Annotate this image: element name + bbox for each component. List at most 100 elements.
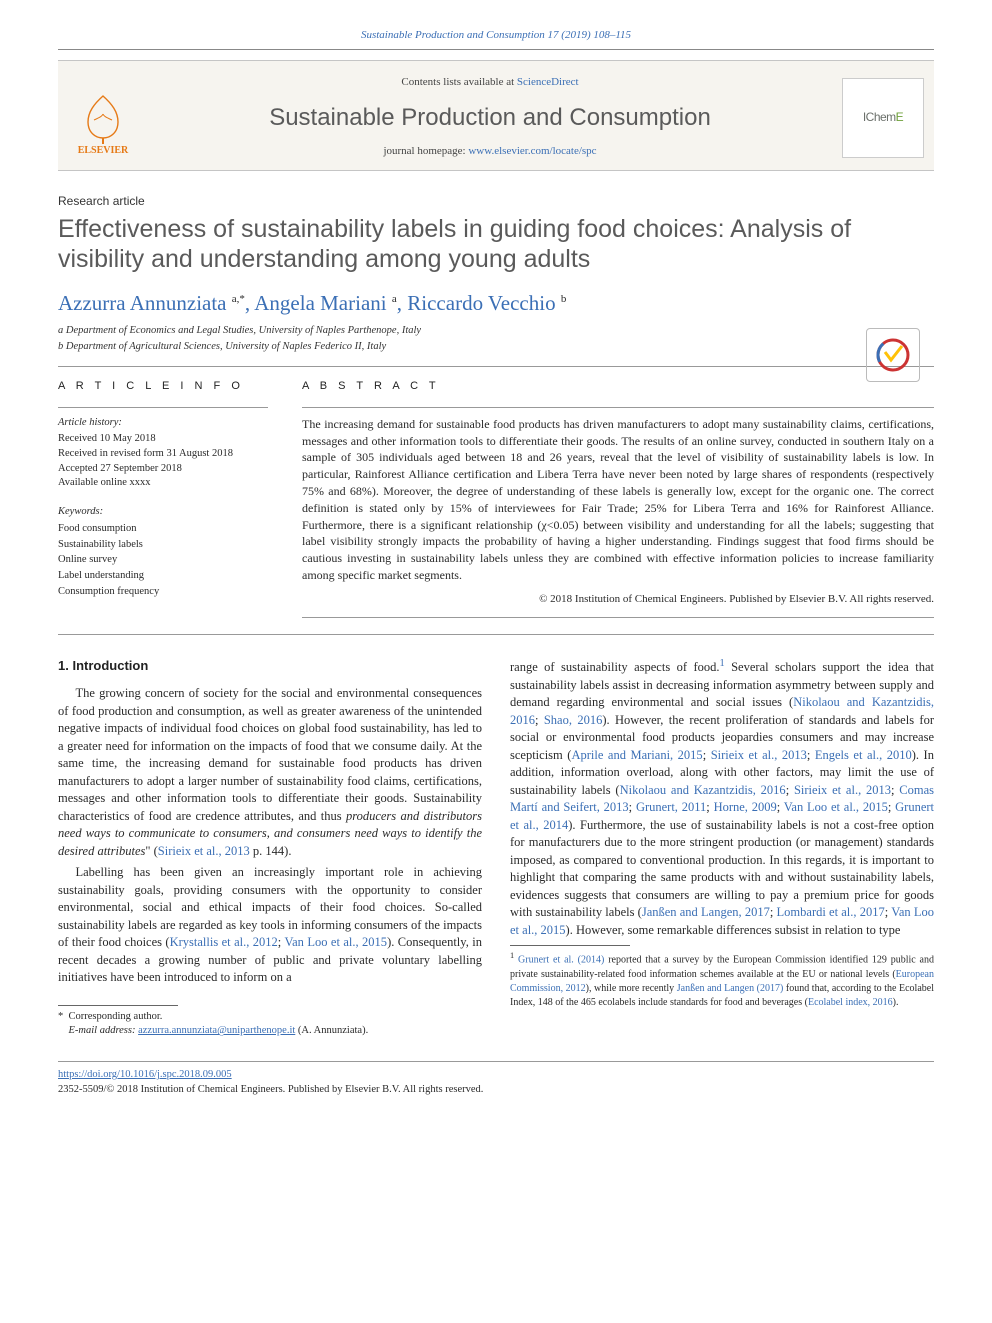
p3s6: ; xyxy=(629,800,636,814)
crossmark-icon xyxy=(876,338,910,372)
article-info-col: A R T I C L E I N F O Article history: R… xyxy=(58,379,268,618)
footnote-1: 1 Grunert et al. (2014) reported that a … xyxy=(510,945,934,1009)
abstract-text: The increasing demand for sustainable fo… xyxy=(302,416,934,584)
fn1-c2[interactable]: Janßen and Langen (2017) xyxy=(677,983,784,994)
p3s7: ; xyxy=(706,800,713,814)
sciencedirect-link[interactable]: ScienceDirect xyxy=(517,76,579,88)
p2-c2[interactable]: Van Loo et al., 2015 xyxy=(284,935,387,949)
p3s8: ; xyxy=(777,800,784,814)
p1-cite[interactable]: Sirieix et al., 2013 xyxy=(158,844,250,858)
homepage-prefix: journal homepage: xyxy=(383,145,468,157)
para-2: Labelling has been given an increasingly… xyxy=(58,864,482,987)
elsevier-label: ELSEVIER xyxy=(78,144,129,158)
affiliations: a Department of Economics and Legal Stud… xyxy=(58,324,934,354)
homepage-line: journal homepage: www.elsevier.com/locat… xyxy=(156,144,824,159)
email-label: E-mail address: xyxy=(69,1025,136,1036)
left-footnote-block: * Corresponding author. E-mail address: … xyxy=(58,1005,482,1039)
icheme-logo: IChemE xyxy=(842,78,924,158)
p3-c4[interactable]: Sirieix et al., 2013 xyxy=(711,748,807,762)
page-root: Sustainable Production and Consumption 1… xyxy=(0,0,992,1138)
issn-line: 2352-5509/© 2018 Institution of Chemical… xyxy=(58,1084,483,1095)
fn1-t5: ). xyxy=(893,997,899,1008)
running-header: Sustainable Production and Consumption 1… xyxy=(58,28,934,43)
kw-2: Online survey xyxy=(58,553,268,568)
corr-email-link[interactable]: azzurra.annunziata@uniparthenope.it xyxy=(138,1025,295,1036)
doi-link[interactable]: https://doi.org/10.1016/j.spc.2018.09.00… xyxy=(58,1069,232,1080)
history-2: Accepted 27 September 2018 xyxy=(58,462,268,477)
icheme-text-1: IChem xyxy=(863,109,896,126)
p2-c1[interactable]: Krystallis et al., 2012 xyxy=(170,935,278,949)
rule-above-body xyxy=(58,634,934,635)
para-3: range of sustainability aspects of food.… xyxy=(510,657,934,939)
crossmark-badge[interactable] xyxy=(866,328,920,382)
fn1-marker: 1 xyxy=(510,951,514,960)
p1-tail: p. 144). xyxy=(250,844,292,858)
journal-name: Sustainable Production and Consumption xyxy=(156,101,824,135)
rule-above-info xyxy=(58,366,934,367)
corr-star: * xyxy=(58,1011,63,1022)
p3-c2[interactable]: Shao, 2016 xyxy=(544,713,603,727)
top-rule xyxy=(58,49,934,50)
article-title: Effectiveness of sustainability labels i… xyxy=(58,214,934,275)
corr-label: Corresponding author. xyxy=(69,1011,163,1022)
p3-c3[interactable]: Aprile and Mariani, 2015 xyxy=(571,748,702,762)
history-block: Article history: Received 10 May 2018 Re… xyxy=(58,416,268,491)
corresponding-rule xyxy=(58,1005,178,1006)
p3-c5[interactable]: Engels et al., 2010 xyxy=(815,748,912,762)
authors: Azzurra Annunziata a,*, Angela Mariani a… xyxy=(58,289,934,318)
keywords-block: Keywords: Food consumption Sustainabilit… xyxy=(58,505,268,599)
body-columns: 1. Introduction The growing concern of s… xyxy=(58,657,934,1039)
p3s1: ; xyxy=(535,713,544,727)
abstract-col: A B S T R A C T The increasing demand fo… xyxy=(302,379,934,618)
kw-1: Sustainability labels xyxy=(58,538,268,553)
p3-c11[interactable]: Van Loo et al., 2015 xyxy=(784,800,888,814)
history-1: Received in revised form 31 August 2018 xyxy=(58,447,268,462)
p3-c7[interactable]: Sirieix et al., 2013 xyxy=(794,783,891,797)
p1-a: The growing concern of society for the s… xyxy=(58,686,482,823)
affiliation-a: a Department of Economics and Legal Stud… xyxy=(58,324,934,339)
masthead-center: Contents lists available at ScienceDirec… xyxy=(156,75,824,159)
masthead: ELSEVIER Contents lists available at Sci… xyxy=(58,60,934,170)
abstract-bottom-rule xyxy=(302,617,934,618)
p3-c13[interactable]: Janßen and Langen, 2017 xyxy=(642,905,770,919)
keywords-label: Keywords: xyxy=(58,505,268,520)
section-heading-1: 1. Introduction xyxy=(58,657,482,675)
icheme-text-2: E xyxy=(896,109,904,126)
fn1-c0[interactable]: Grunert et al. (2014) xyxy=(518,955,604,966)
homepage-link[interactable]: www.elsevier.com/locate/spc xyxy=(468,145,596,157)
affiliation-b: b Department of Agricultural Sciences, U… xyxy=(58,340,934,355)
p3-e: ). Furthermore, the use of sustainabilit… xyxy=(510,818,934,920)
bottom-bar: https://doi.org/10.1016/j.spc.2018.09.00… xyxy=(58,1061,934,1097)
abstract-copyright: © 2018 Institution of Chemical Engineers… xyxy=(302,592,934,607)
info-rule xyxy=(58,407,268,408)
fn1-t3: ), while more recently xyxy=(586,983,677,994)
para-1: The growing concern of society for the s… xyxy=(58,685,482,860)
history-label: Article history: xyxy=(58,416,268,431)
footnote-rule xyxy=(510,945,630,946)
p3-c6[interactable]: Nikolaou and Kazantzidis, 2016 xyxy=(620,783,786,797)
abstract-label: A B S T R A C T xyxy=(302,379,934,394)
corr-who: (A. Annunziata). xyxy=(298,1025,368,1036)
elsevier-logo: ELSEVIER xyxy=(68,78,138,158)
p3s2: ; xyxy=(703,748,711,762)
p3-c10[interactable]: Horne, 2009 xyxy=(714,800,777,814)
history-0: Received 10 May 2018 xyxy=(58,432,268,447)
p3-c14[interactable]: Lombardi et al., 2017 xyxy=(777,905,885,919)
kw-4: Consumption frequency xyxy=(58,585,268,600)
p3s10: ; xyxy=(770,905,777,919)
p3s3: ; xyxy=(807,748,815,762)
contents-line: Contents lists available at ScienceDirec… xyxy=(156,75,824,90)
p3-a: range of sustainability aspects of food. xyxy=(510,660,719,674)
fn1-c3[interactable]: Ecolabel index, 2016 xyxy=(808,997,893,1008)
kw-3: Label understanding xyxy=(58,569,268,584)
p3-c9[interactable]: Grunert, 2011 xyxy=(636,800,706,814)
contents-prefix: Contents lists available at xyxy=(401,76,516,88)
p1-end: " ( xyxy=(145,844,157,858)
article-type: Research article xyxy=(58,193,934,210)
abstract-rule xyxy=(302,407,934,408)
corresponding: * Corresponding author. E-mail address: … xyxy=(58,1010,482,1039)
article-info-label: A R T I C L E I N F O xyxy=(58,379,268,394)
kw-0: Food consumption xyxy=(58,522,268,537)
p3-f: ). However, some remarkable differences … xyxy=(566,923,901,937)
p3s4: ; xyxy=(786,783,794,797)
